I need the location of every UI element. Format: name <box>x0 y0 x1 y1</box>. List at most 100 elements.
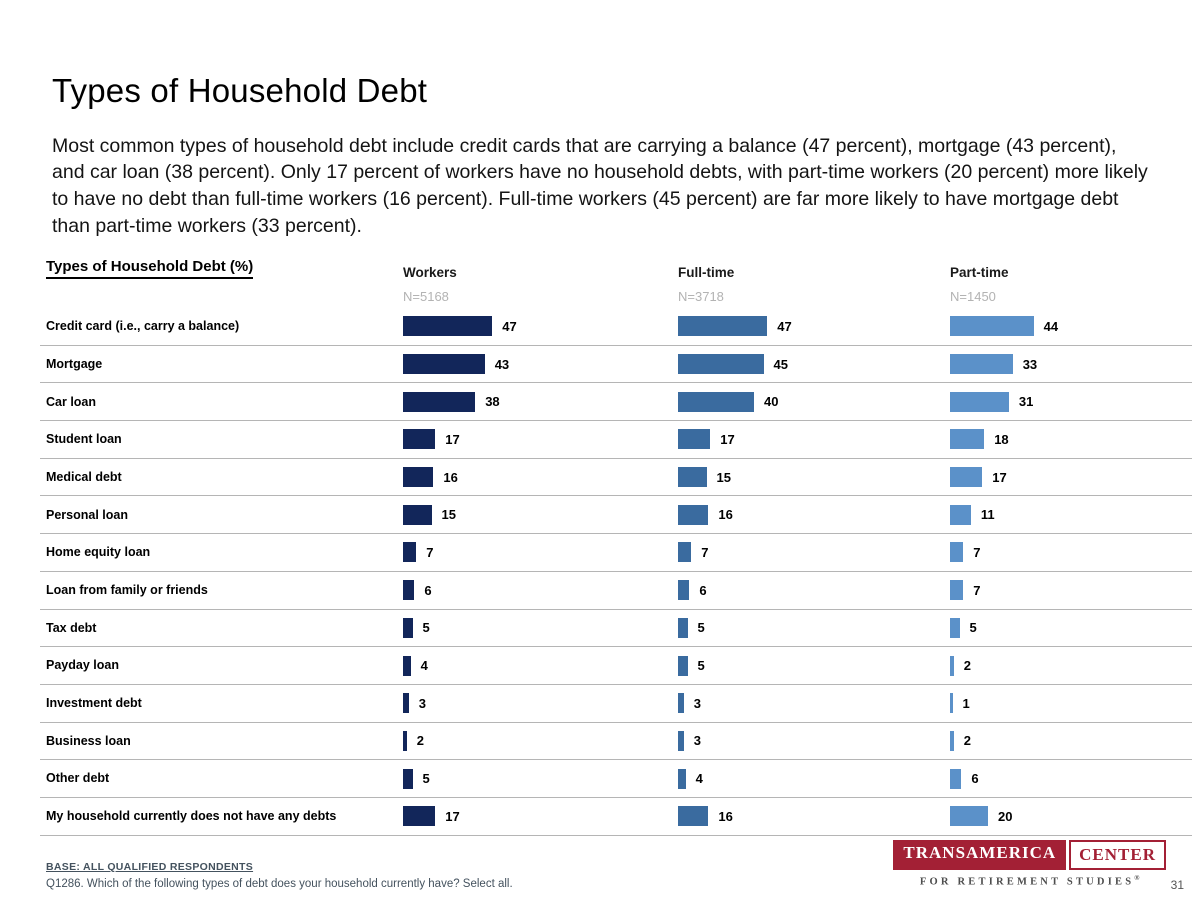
bar <box>403 806 436 827</box>
category-label: Investment debt <box>46 696 142 711</box>
bar-cell-part-time: 5 <box>950 610 1192 647</box>
bar <box>950 580 964 601</box>
page-title: Types of Household Debt <box>52 72 428 110</box>
bar <box>950 617 960 638</box>
bar-cell-workers: 6 <box>403 572 678 609</box>
value-label: 31 <box>1018 394 1034 410</box>
value-label: 38 <box>485 394 500 410</box>
bar-cell-workers: 47 <box>403 308 678 345</box>
bar <box>403 504 432 525</box>
value-label: 47 <box>777 318 792 334</box>
bar-cell-part-time: 44 <box>950 308 1192 345</box>
category-label: Personal loan <box>46 507 128 522</box>
bar-cell-part-time: 1 <box>950 685 1192 722</box>
chart-row: My household currently does not have any… <box>40 798 1192 836</box>
bar-cell-full-time: 6 <box>678 572 950 609</box>
page-number: 31 <box>1170 878 1184 892</box>
category-label: My household currently does not have any… <box>46 809 337 824</box>
bar <box>950 467 983 488</box>
sample-size-label: N=1450 <box>950 289 996 304</box>
intro-paragraph: Most common types of household debt incl… <box>52 134 1148 237</box>
value-label: 5 <box>422 620 430 636</box>
chart-row: Medical debt 16 15 17 <box>40 459 1192 497</box>
bar <box>950 806 988 827</box>
value-label: 6 <box>699 582 707 598</box>
chart-row: Loan from family or friends 6 6 7 <box>40 572 1192 610</box>
column-name: Workers <box>403 265 457 280</box>
logo-wordmark: TRANSAMERICA CENTER <box>893 840 1166 870</box>
chart-row: Car loan 38 40 31 <box>40 383 1192 422</box>
bar-cell-full-time: 16 <box>678 496 950 533</box>
bar-cell-part-time: 2 <box>950 723 1192 760</box>
bar <box>678 730 684 751</box>
value-label: 2 <box>963 658 972 674</box>
bar <box>403 768 413 789</box>
bar-cell-full-time: 15 <box>678 459 950 496</box>
bar-cell-part-time: 11 <box>950 496 1192 533</box>
bar-cell-part-time: 31 <box>950 383 1192 420</box>
bar-cell-full-time: 17 <box>678 421 950 458</box>
category-label: Student loan <box>46 432 122 447</box>
bar <box>950 391 1009 412</box>
value-label: 16 <box>718 808 733 824</box>
bar-cell-part-time: 33 <box>950 346 1192 383</box>
bar-cell-part-time: 17 <box>950 459 1192 496</box>
bar-cell-workers: 16 <box>403 459 678 496</box>
value-label: 18 <box>994 431 1009 447</box>
bar-cell-workers: 3 <box>403 685 678 722</box>
bar <box>678 580 690 601</box>
value-label: 40 <box>764 394 779 410</box>
bar-cell-part-time: 7 <box>950 534 1192 571</box>
bar-cell-workers: 17 <box>403 798 678 835</box>
bar <box>678 693 684 714</box>
value-label: 7 <box>973 544 981 560</box>
bar <box>950 542 964 563</box>
value-label: 5 <box>697 658 705 674</box>
chart-row: Student loan 17 17 18 <box>40 421 1192 459</box>
bar <box>403 655 411 676</box>
bar <box>678 391 754 412</box>
bar <box>403 580 415 601</box>
value-label: 3 <box>693 733 701 749</box>
column-header-part-time: Part-time N=1450 <box>950 254 1192 308</box>
bar <box>403 730 407 751</box>
chart-row: Payday loan 4 5 2 <box>40 647 1192 685</box>
chart-row: Investment debt 3 3 1 <box>40 685 1192 723</box>
bar-cell-workers: 4 <box>403 647 678 684</box>
value-label: 6 <box>971 771 979 787</box>
value-label: 7 <box>973 582 981 598</box>
value-label: 11 <box>980 507 995 523</box>
bar-cell-part-time: 20 <box>950 798 1192 835</box>
bar-cell-workers: 38 <box>403 383 678 420</box>
value-label: 2 <box>416 733 425 749</box>
bar-cell-full-time: 3 <box>678 723 950 760</box>
chart-row: Personal loan 15 16 11 <box>40 496 1192 535</box>
chart-row: Home equity loan 7 7 7 <box>40 534 1192 572</box>
bar-cell-workers: 2 <box>403 723 678 760</box>
value-label: 5 <box>422 771 430 787</box>
bar <box>678 467 707 488</box>
bar-cell-full-time: 47 <box>678 308 950 345</box>
category-label: Tax debt <box>46 620 97 635</box>
bar-cell-full-time: 3 <box>678 685 950 722</box>
logo-center-block: CENTER <box>1069 840 1166 870</box>
value-label: 5 <box>697 620 705 636</box>
category-label: Medical debt <box>46 469 122 484</box>
value-label: 44 <box>1043 318 1059 334</box>
bar-cell-part-time: 18 <box>950 421 1192 458</box>
bar <box>678 354 764 375</box>
category-label: Business loan <box>46 733 131 748</box>
column-header-workers: Workers N=5168 <box>403 254 678 308</box>
bar-cell-workers: 5 <box>403 760 678 797</box>
bar-cell-workers: 7 <box>403 534 678 571</box>
bar <box>950 316 1034 337</box>
bar-cell-workers: 5 <box>403 610 678 647</box>
value-label: 2 <box>963 733 972 749</box>
bar <box>678 316 768 337</box>
bar <box>678 617 688 638</box>
bar <box>950 354 1013 375</box>
chart-row: Mortgage 43 45 33 <box>40 346 1192 384</box>
bar-cell-full-time: 7 <box>678 534 950 571</box>
value-label: 5 <box>969 620 977 636</box>
